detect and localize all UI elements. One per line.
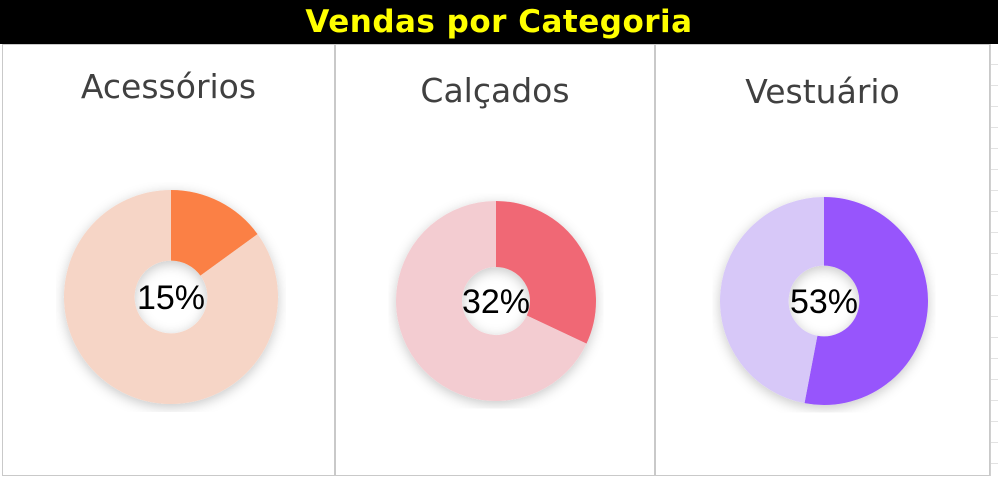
donut-chart: 15% <box>64 190 278 404</box>
donut-slice-remainder <box>396 201 587 401</box>
panel-title: Vestuário <box>745 72 900 111</box>
title-bar: Vendas por Categoria <box>0 0 998 44</box>
panel-title: Calçados <box>420 71 570 110</box>
spreadsheet-grid-edge <box>990 44 998 476</box>
panel-title: Acessórios <box>80 67 257 106</box>
percentage-label: 53% <box>790 283 858 321</box>
donut-chart: 32% <box>396 201 596 401</box>
chart-panel-acessorios: Acessórios 15% <box>2 44 335 476</box>
percentage-label: 32% <box>462 283 530 321</box>
chart-title: Vendas por Categoria <box>305 4 693 40</box>
donut-slice-remainder <box>720 197 826 404</box>
donut-slice-value <box>169 190 258 277</box>
donut-chart: 53% <box>720 197 928 405</box>
chart-panel-vestuario: Vestuário 53% <box>655 44 990 476</box>
donut-slice-value <box>494 201 596 344</box>
percentage-label: 15% <box>137 279 205 317</box>
donut-slice-value <box>804 197 928 405</box>
chart-panel-calcados: Calçados 32% <box>335 44 655 476</box>
donut-slice-remainder <box>64 190 278 404</box>
